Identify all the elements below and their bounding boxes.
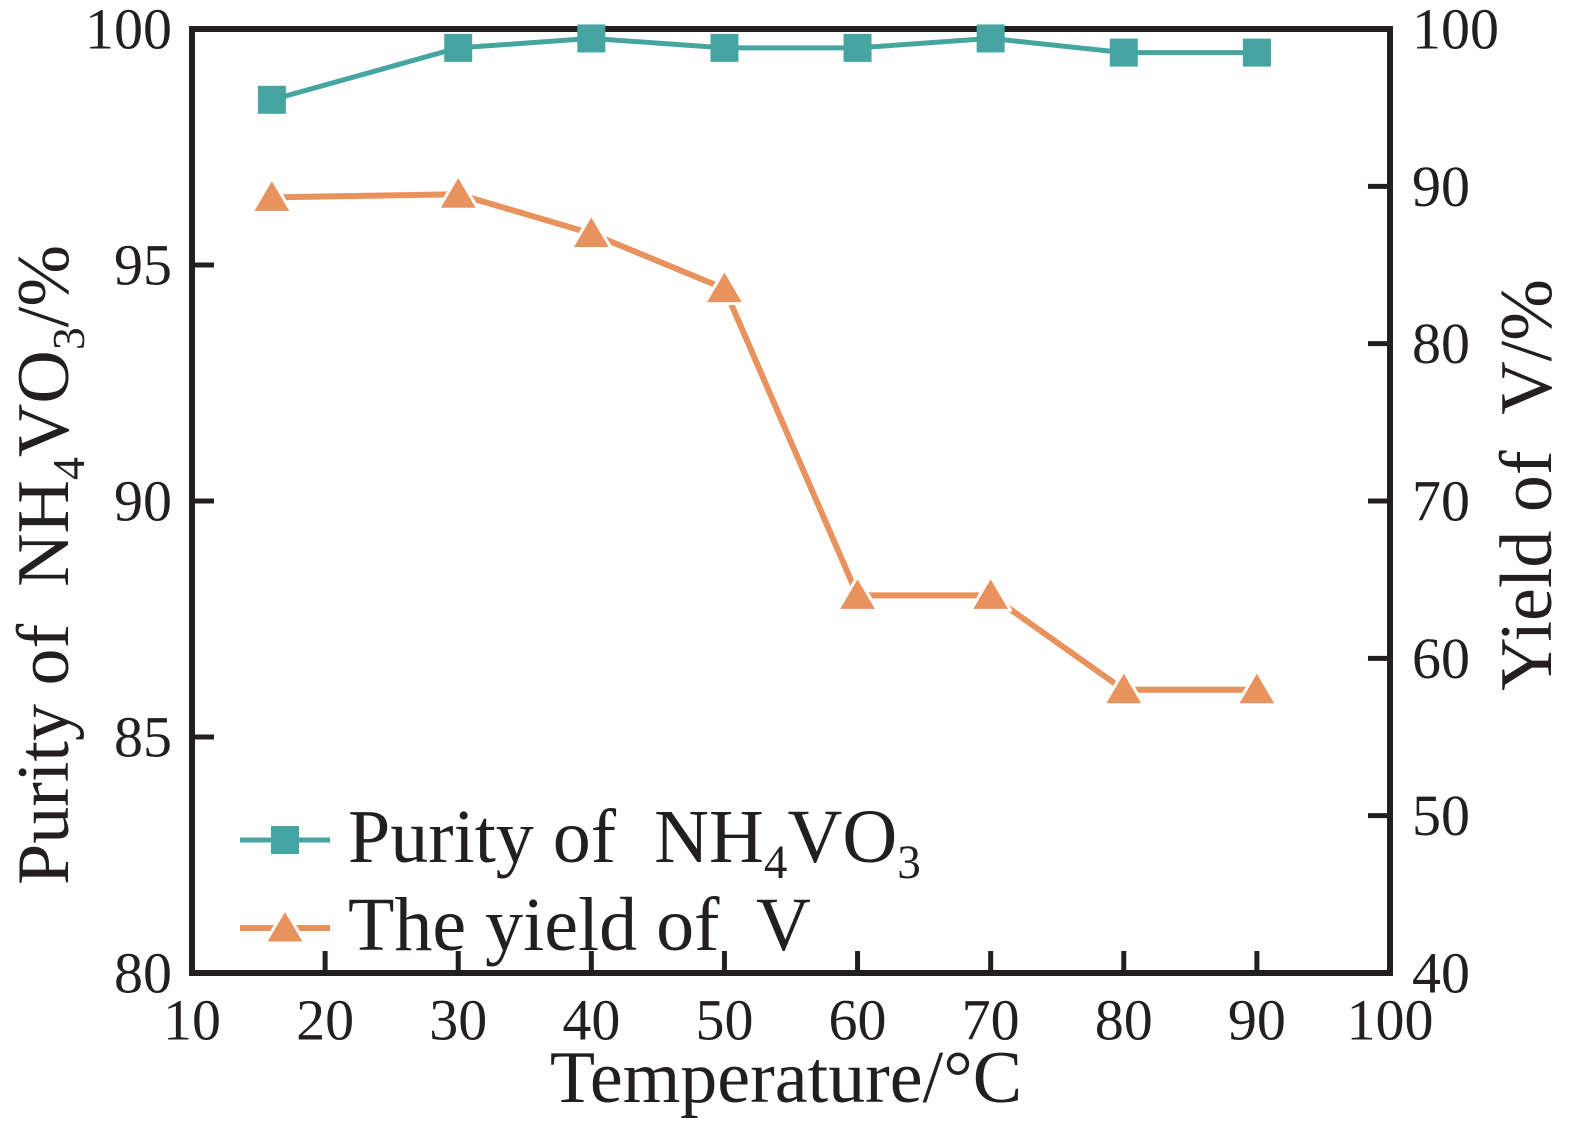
left-tick-label: 90 xyxy=(114,469,172,534)
label-text: Yield of V/% xyxy=(1486,279,1568,691)
x-tick-label: 40 xyxy=(562,988,620,1053)
x-tick-label: 10 xyxy=(163,988,221,1053)
purity-of-nh4vo3-line xyxy=(271,35,1257,103)
the-yield-of-v-marker xyxy=(569,213,613,251)
legend-label-purity-of-nh4vo3: Purity of NH4VO3 xyxy=(348,799,921,887)
label-text: The yield of V xyxy=(348,882,811,967)
the-yield-of-v-line xyxy=(271,191,1257,693)
purity-of-nh4vo3-marker xyxy=(976,24,1005,53)
purity-of-nh4vo3-marker xyxy=(577,24,606,53)
left-tick-label: 100 xyxy=(85,0,172,62)
the-yield-of-v-marker xyxy=(1235,669,1279,707)
purity-of-nh4vo3-marker xyxy=(843,33,872,62)
purity-of-nh4vo3-marker xyxy=(444,33,473,62)
right-tick-label: 90 xyxy=(1412,154,1470,219)
right-tick-label: 100 xyxy=(1412,0,1499,62)
left-axis-title: Purity of NH4VO3/% xyxy=(3,245,94,885)
the-yield-of-v-marker xyxy=(436,173,480,211)
subscript-text: 3 xyxy=(897,837,921,890)
purity-of-nh4vo3-marker xyxy=(710,33,739,62)
the-yield-of-v-marker xyxy=(1102,669,1146,707)
x-tick-label: 90 xyxy=(1228,988,1286,1053)
subscript-text: 4 xyxy=(763,837,788,890)
legend-label-the-yield-of-v: The yield of V xyxy=(348,887,811,963)
label-text: VO xyxy=(787,794,898,879)
x-tick-label: 60 xyxy=(829,988,887,1053)
x-tick-label: 80 xyxy=(1095,988,1153,1053)
subscript-text: 3 xyxy=(42,327,94,351)
purity-of-nh4vo3-marker xyxy=(257,85,286,114)
the-yield-of-v-marker xyxy=(250,176,294,214)
purity-of-nh4vo3-marker xyxy=(1109,38,1138,67)
left-tick-label: 95 xyxy=(114,233,172,298)
right-tick-label: 40 xyxy=(1412,941,1470,1006)
left-tick-label: 80 xyxy=(114,941,172,1006)
label-text: VO xyxy=(3,350,85,458)
the-yield-of-v-marker xyxy=(702,268,746,306)
the-yield-of-v-marker xyxy=(836,574,880,612)
subscript-text: 4 xyxy=(42,457,94,481)
label-text: /% xyxy=(3,245,85,328)
right-tick-label: 50 xyxy=(1412,783,1470,848)
x-tick-label: 70 xyxy=(962,988,1020,1053)
right-tick-label: 70 xyxy=(1412,469,1470,534)
left-tick-label: 85 xyxy=(114,705,172,770)
x-tick-label: 50 xyxy=(695,988,753,1053)
label-text: Purity of NH xyxy=(3,480,85,885)
right-axis-title: Yield of V/% xyxy=(1486,279,1568,691)
purity-of-nh4vo3-marker xyxy=(1242,38,1271,67)
right-tick-label: 60 xyxy=(1412,626,1470,691)
x-axis-title: Temperature/°C xyxy=(549,1037,1023,1119)
right-tick-label: 80 xyxy=(1412,311,1470,376)
x-tick-label: 100 xyxy=(1347,988,1434,1053)
x-tick-label: 20 xyxy=(296,988,354,1053)
x-tick-label: 30 xyxy=(429,988,487,1053)
label-text: Purity of NH xyxy=(348,794,764,879)
legend-swatch-marker xyxy=(263,907,307,945)
the-yield-of-v-marker xyxy=(969,574,1013,612)
legend-swatch-marker xyxy=(271,826,299,854)
